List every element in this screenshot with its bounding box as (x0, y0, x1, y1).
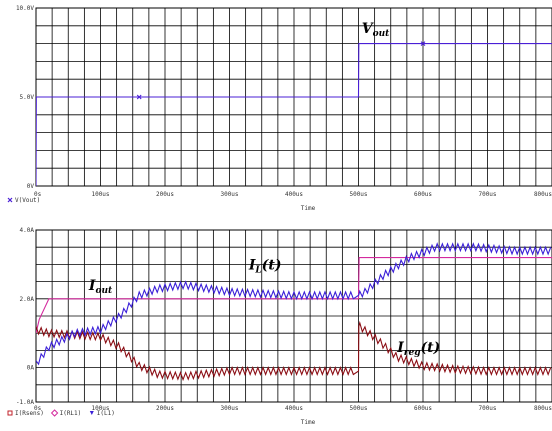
series-group (36, 242, 552, 382)
legend-label: I(L1) (97, 410, 115, 417)
series-line-i-l1- (36, 242, 552, 366)
legend-marker-x (7, 197, 13, 203)
series-marker-x (136, 94, 142, 100)
legend-marker-square (7, 410, 13, 416)
legend-label: V(Vout) (15, 197, 40, 204)
x-tick-label: 500us (349, 191, 367, 198)
legend-marker-triangle (89, 411, 94, 415)
annotation-label: Iout (88, 278, 113, 296)
series-line-i-rsens- (36, 256, 552, 334)
x-tick-label: 500us (349, 405, 367, 412)
x-axis-label: Time (301, 419, 316, 426)
x-tick-label: 300us (220, 405, 238, 412)
x-tick-label: 0s (34, 191, 42, 198)
x-tick-label: 600us (414, 191, 432, 198)
x-tick-label: 200us (156, 405, 174, 412)
x-tick-label: 700us (478, 405, 496, 412)
y-tick-label: 2.0A (20, 296, 35, 303)
y-tick-label: 10.0V (16, 5, 34, 12)
x-tick-label: 100us (91, 191, 109, 198)
x-tick-label: 100us (91, 405, 109, 412)
legend-marker-diamond (50, 409, 59, 417)
legend-entry: I(L1) (89, 410, 115, 417)
annotation-label: Ireg(t) (396, 340, 440, 358)
y-tick-label: 0V (27, 183, 35, 190)
y-tick-label: 0A (27, 365, 35, 372)
legend-label: I(RL1) (60, 410, 82, 417)
y-tick-label: 4.0A (20, 227, 35, 234)
x-tick-label: 600us (414, 405, 432, 412)
x-tick-label: 800us (534, 405, 552, 412)
x-axis-label: Time (301, 205, 316, 212)
plot-panel-1: 0s 100us 200us 300us 400us 500us 600us 700us 800… (7, 5, 552, 212)
y-tick-label: -1.0A (16, 399, 34, 406)
x-tick-label: 400us (285, 191, 303, 198)
x-tick-label: 300us (220, 191, 238, 198)
legend-entry: I(Rsens) (7, 410, 44, 417)
series-line-i-rl1- (36, 320, 552, 382)
series-line-v-vout- (36, 43, 552, 186)
x-tick-label: 0s (34, 405, 42, 412)
series-marker-x (420, 41, 426, 46)
x-tick-label: 700us (478, 191, 496, 198)
x-tick-label: 200us (156, 191, 174, 198)
y-tick-label: 5.0V (20, 94, 35, 101)
annotation-label: Vout (362, 21, 390, 39)
legend-label: I(Rsens) (15, 410, 44, 417)
annotation-label: IL(t) (248, 258, 282, 276)
legend-entry: V(Vout) (7, 197, 40, 204)
x-tick-label: 400us (285, 405, 303, 412)
plot-panel-2: 0s 100us 200us 300us 400us 500us 600us 700us 800… (7, 227, 552, 426)
legend-entry: I(RL1) (50, 409, 82, 417)
series-group (36, 43, 552, 186)
x-tick-label: 800us (534, 191, 552, 198)
